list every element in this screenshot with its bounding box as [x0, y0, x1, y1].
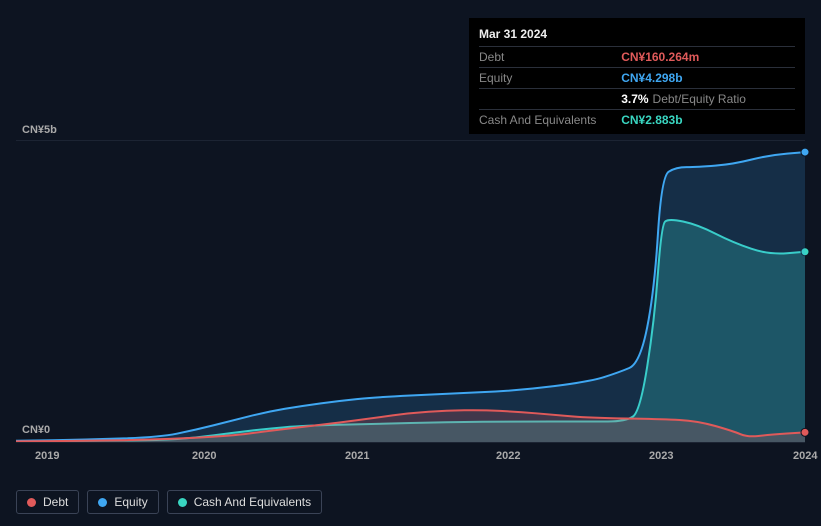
chart-legend: Debt Equity Cash And Equivalents: [16, 490, 322, 514]
y-tick-zero: CN¥0: [22, 424, 50, 436]
legend-label: Cash And Equivalents: [194, 495, 311, 509]
legend-label: Equity: [114, 495, 147, 509]
debt-equity-chart[interactable]: CN¥5b CN¥0 2019 2020 2021 2022 2023 2024: [0, 0, 821, 526]
x-tick-2023: 2023: [649, 450, 673, 462]
legend-debt[interactable]: Debt: [16, 490, 79, 514]
legend-dot-equity: [98, 498, 107, 507]
grid-bottom: [16, 442, 805, 443]
x-tick-2024: 2024: [793, 450, 817, 462]
x-tick-2019: 2019: [35, 450, 59, 462]
grid-top: [16, 140, 805, 141]
legend-label: Debt: [43, 495, 68, 509]
legend-dot-debt: [27, 498, 36, 507]
y-tick-max: CN¥5b: [22, 124, 57, 136]
x-tick-2020: 2020: [192, 450, 216, 462]
legend-dot-cash: [178, 498, 187, 507]
legend-cash[interactable]: Cash And Equivalents: [167, 490, 322, 514]
x-tick-2022: 2022: [496, 450, 520, 462]
x-tick-2021: 2021: [345, 450, 369, 462]
chart-svg: [0, 0, 821, 526]
legend-equity[interactable]: Equity: [87, 490, 158, 514]
